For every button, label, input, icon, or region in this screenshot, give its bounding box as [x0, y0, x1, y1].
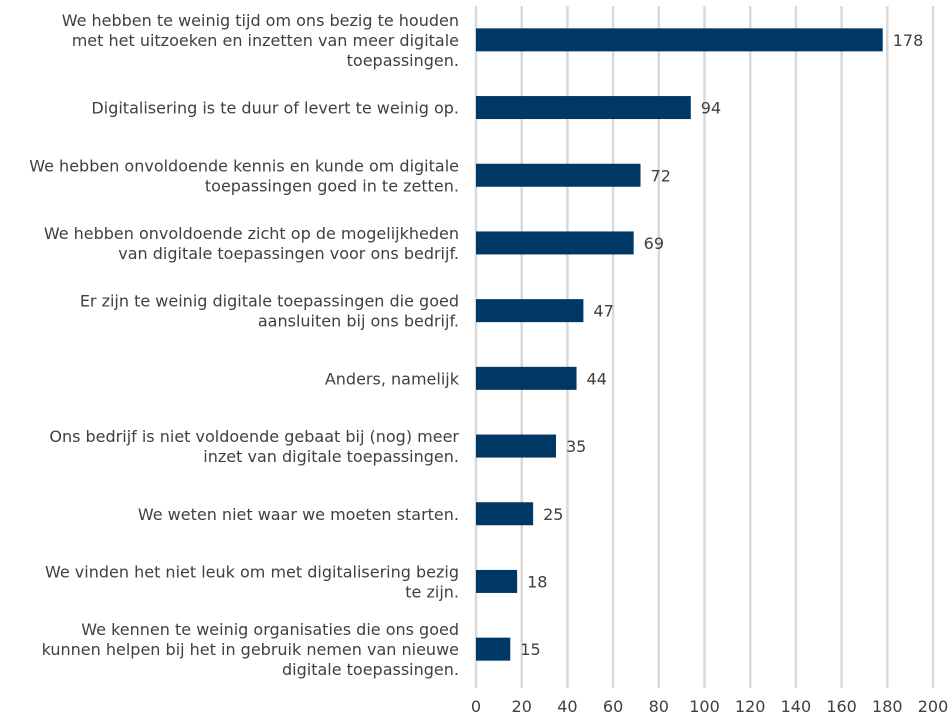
bar [476, 502, 534, 526]
category-label: We hebben onvoldoende kennis en kunde om… [29, 156, 459, 175]
category-label: Anders, namelijk [325, 369, 460, 388]
data-label: 15 [520, 640, 540, 659]
data-label: 18 [527, 572, 547, 591]
category-labels: We hebben te weinig tijd om ons bezig te… [29, 11, 459, 679]
gridlines [474, 6, 935, 688]
category-label: te zijn. [405, 582, 459, 601]
x-tick-label: 120 [735, 697, 766, 715]
data-label: 44 [587, 369, 607, 388]
data-label: 94 [701, 99, 721, 118]
category-label: We kennen te weinig organisaties die ons… [81, 620, 459, 639]
bar [476, 28, 883, 52]
bar [476, 96, 691, 120]
x-tick-label: 0 [471, 697, 481, 715]
x-axis-tick-labels: 0 20 40 60 80 100 120 140 160 180 200 [471, 697, 948, 716]
category-label: toepassingen goed in te zetten. [205, 176, 459, 195]
x-tick-label: 20 [512, 697, 532, 715]
data-label: 47 [593, 302, 613, 321]
bar [476, 299, 584, 323]
data-label: 25 [543, 505, 563, 524]
data-label: 35 [566, 437, 586, 456]
bar [476, 434, 556, 458]
bar [476, 569, 518, 593]
data-label: 72 [651, 166, 671, 185]
x-tick-label: 40 [557, 697, 577, 715]
category-label: inzet van digitale toepassingen. [203, 447, 459, 466]
category-label: We hebben te weinig tijd om ons bezig te… [62, 11, 459, 30]
data-labels: 178 94 72 69 47 44 35 25 18 15 [520, 31, 923, 659]
bar [476, 163, 641, 187]
category-label: digitale toepassingen. [282, 660, 459, 679]
bar [476, 231, 634, 255]
category-label: Ons bedrijf is niet voldoende gebaat bij… [49, 427, 459, 446]
x-tick-label: 160 [826, 697, 857, 715]
x-tick-label: 60 [603, 697, 623, 715]
category-label: met het uitzoeken en inzetten van meer d… [72, 31, 459, 50]
category-label: kunnen helpen bij het in gebruik nemen v… [42, 640, 459, 659]
x-tick-label: 200 [918, 697, 948, 715]
category-label: van digitale toepassingen voor ons bedri… [118, 244, 459, 263]
x-tick-label: 100 [689, 697, 720, 715]
category-label: We weten niet waar we moeten starten. [138, 505, 459, 524]
bar [476, 637, 511, 661]
category-label: We hebben onvoldoende zicht op de mogeli… [44, 224, 459, 243]
x-tick-label: 80 [649, 697, 669, 715]
bar [476, 366, 577, 390]
category-label: Er zijn te weinig digitale toepassingen … [80, 292, 459, 311]
category-label: aansluiten bij ons bedrijf. [258, 312, 459, 331]
x-tick-label: 140 [781, 697, 812, 715]
x-tick-label: 180 [872, 697, 903, 715]
category-label: toepassingen. [347, 51, 459, 70]
category-label: Digitalisering is te duur of levert te w… [91, 99, 459, 118]
bars [476, 28, 883, 661]
data-label: 178 [893, 31, 924, 50]
data-label: 69 [644, 234, 664, 253]
category-label: We vinden het niet leuk om met digitalis… [45, 562, 459, 581]
